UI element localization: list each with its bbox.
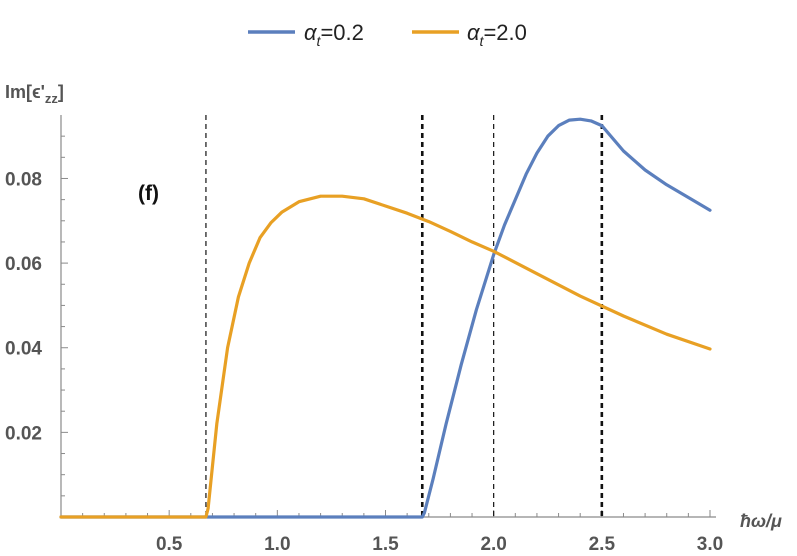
reference-lines [205,115,604,517]
x-tick-label: 3.0 [697,534,723,555]
y-tick-label: 0.08 [5,169,42,190]
legend-label-alpha-0.2: αt=0.2 [304,20,364,49]
legend: αt=0.2 αt=2.0 [248,20,527,49]
x-tick-label: 2.5 [589,534,616,555]
axes [60,115,716,518]
y-tick-label: 0.02 [5,423,42,444]
x-tick-label: 1.5 [372,534,399,555]
legend-label-alpha-2.0: αt=2.0 [467,20,527,49]
series-line-1 [59,194,712,519]
x-tick-label: 0.5 [156,534,183,555]
x-tick-label: 1.0 [264,534,290,555]
series-line-0 [59,117,712,519]
y-tick-label: 0.06 [5,254,42,275]
x-tick-label: 2.0 [480,534,506,555]
x-axis-label: ħω/μ [740,511,782,531]
panel-label: (f) [138,182,159,205]
series-lines [59,117,712,519]
y-tick-label: 0.04 [5,339,42,360]
y-axis-label: Im[ϵ'zz] [5,82,64,106]
tick-labels: 0.5 1.0 1.5 2.0 2.5 3.0 0.02 0.04 0.06 0.08 [5,169,723,555]
